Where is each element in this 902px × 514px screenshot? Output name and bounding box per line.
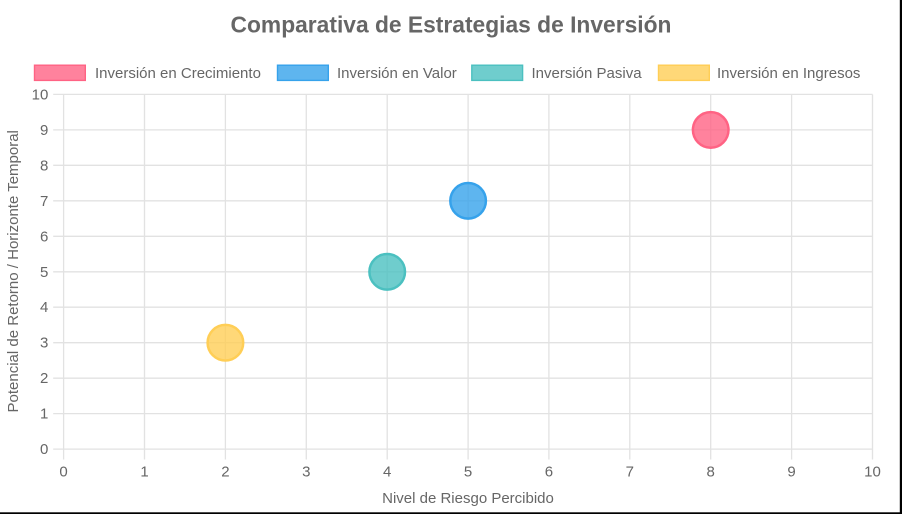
- svg-text:Inversión en Crecimiento: Inversión en Crecimiento: [95, 65, 261, 82]
- svg-text:7: 7: [626, 464, 634, 481]
- svg-text:10: 10: [32, 86, 49, 103]
- svg-text:6: 6: [40, 228, 48, 245]
- svg-text:2: 2: [40, 370, 48, 387]
- svg-text:5: 5: [40, 264, 48, 281]
- svg-text:1: 1: [40, 406, 48, 423]
- svg-text:9: 9: [787, 464, 795, 481]
- svg-text:4: 4: [40, 299, 48, 316]
- svg-text:Inversión Pasiva: Inversión Pasiva: [532, 65, 643, 82]
- svg-text:9: 9: [40, 122, 48, 139]
- svg-text:4: 4: [383, 464, 391, 481]
- svg-text:Inversión en Ingresos: Inversión en Ingresos: [717, 65, 860, 82]
- svg-text:Inversión en Valor: Inversión en Valor: [337, 65, 457, 82]
- svg-text:Comparativa de Estrategias de: Comparativa de Estrategias de Inversión: [231, 12, 672, 38]
- svg-text:10: 10: [864, 464, 881, 481]
- svg-text:2: 2: [221, 464, 229, 481]
- svg-text:5: 5: [464, 464, 472, 481]
- svg-text:8: 8: [40, 157, 48, 174]
- svg-text:Nivel de Riesgo Percibido: Nivel de Riesgo Percibido: [382, 490, 554, 507]
- svg-text:7: 7: [40, 193, 48, 210]
- svg-text:3: 3: [302, 464, 310, 481]
- svg-text:6: 6: [545, 464, 553, 481]
- svg-text:3: 3: [40, 335, 48, 352]
- svg-text:0: 0: [59, 464, 67, 481]
- svg-text:0: 0: [40, 441, 48, 458]
- svg-text:Potencial de Retorno / Horizon: Potencial de Retorno / Horizonte Tempora…: [5, 130, 22, 412]
- svg-text:8: 8: [707, 464, 715, 481]
- svg-text:1: 1: [140, 464, 148, 481]
